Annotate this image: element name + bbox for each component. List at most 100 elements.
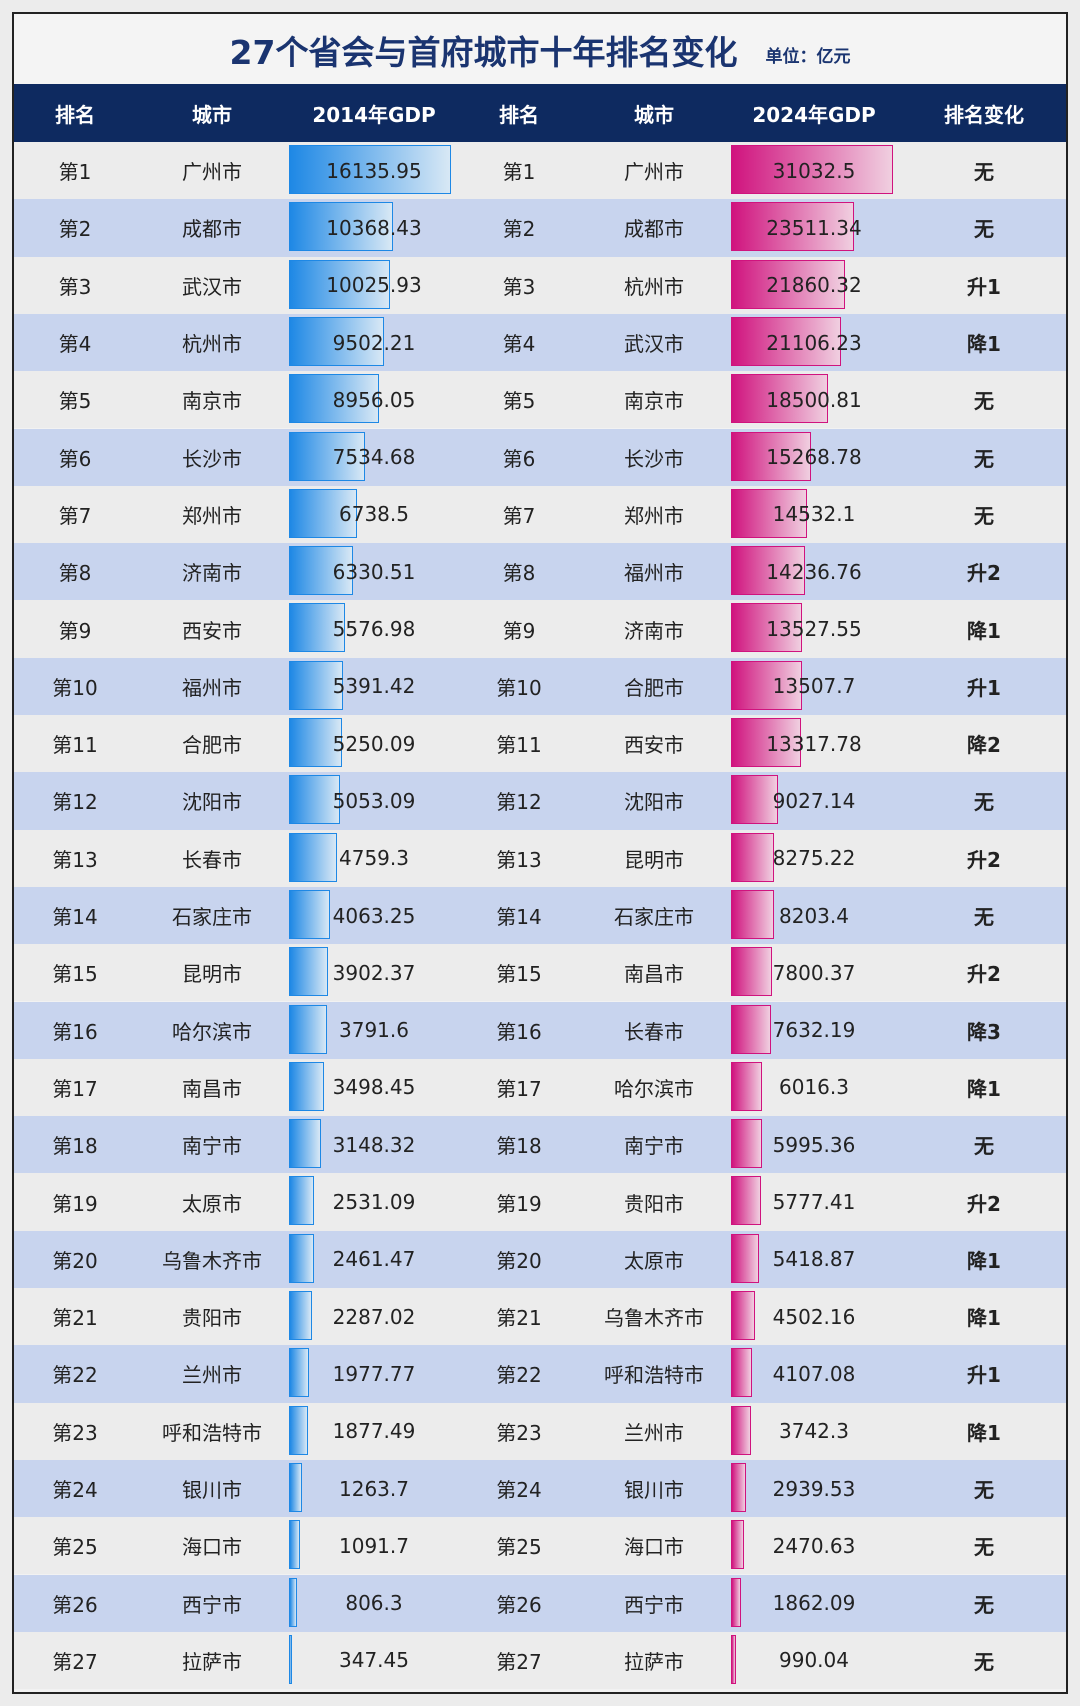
gdp-2024-value: 21860.32 — [766, 273, 862, 298]
gdp-2024-bar — [731, 316, 842, 366]
gdp-2024-value-cell: 3742.3 — [704, 1403, 924, 1460]
rank-2014: 第11 — [52, 733, 98, 758]
city-2014: 太原市 — [182, 1191, 242, 1216]
gdp-2024-value-cell: 13527.55 — [704, 600, 924, 657]
gdp-2014-value: 2287.02 — [332, 1304, 416, 1329]
rank-change: 无 — [974, 1478, 994, 1503]
city-2014-cell: 拉萨市 — [136, 1632, 288, 1689]
rank-2024-cell: 第5 — [454, 371, 584, 428]
rank-2024-cell: 第8 — [454, 543, 584, 600]
gdp-2014-value-cell: 16135.95 — [264, 142, 484, 199]
city-2024: 昆明市 — [624, 847, 684, 872]
rank-2024: 第7 — [502, 503, 536, 528]
rank-2014-cell: 第19 — [14, 1173, 136, 1230]
rank-2014-cell: 第23 — [14, 1403, 136, 1460]
gdp-2024-value-cell: 15268.78 — [704, 429, 924, 486]
gdp-2024-bar — [731, 1405, 751, 1455]
rank-change: 升1 — [967, 675, 1001, 700]
gdp-2024-value-cell: 990.04 — [704, 1632, 924, 1689]
city-2014: 长沙市 — [182, 446, 242, 471]
gdp-2014-value-cell: 7534.68 — [264, 429, 484, 486]
city-2014: 合肥市 — [182, 733, 242, 758]
gdp-2024-value: 3742.3 — [779, 1419, 849, 1444]
rank-2014: 第17 — [52, 1076, 98, 1101]
city-2014-cell: 长沙市 — [136, 429, 288, 486]
rank-change-cell: 升2 — [919, 944, 1049, 1001]
rank-change: 升2 — [967, 962, 1001, 987]
gdp-2014-value-cell: 10025.93 — [264, 257, 484, 314]
rank-2014: 第12 — [52, 790, 98, 815]
gdp-2014-value: 1977.77 — [332, 1361, 416, 1386]
table-row: 第18 南宁市 3148.32 第18 南宁市 5995.36 无 — [14, 1116, 1066, 1174]
rank-change: 降3 — [967, 1019, 1001, 1044]
city-2024: 杭州市 — [624, 274, 684, 299]
gdp-2024-bar — [731, 718, 801, 767]
city-2024-cell: 杭州市 — [580, 257, 728, 314]
city-2024: 长沙市 — [624, 446, 684, 471]
rank-2014: 第4 — [58, 332, 92, 357]
gdp-2024-bar — [731, 488, 807, 538]
rank-change: 降1 — [967, 1420, 1001, 1445]
rank-2024-cell: 第27 — [454, 1632, 584, 1689]
rank-2024-cell: 第19 — [454, 1173, 584, 1230]
rank-2024-cell: 第15 — [454, 944, 584, 1001]
city-2014: 西宁市 — [182, 1592, 242, 1617]
rank-change-cell: 无 — [919, 1517, 1049, 1574]
city-2014-cell: 济南市 — [136, 543, 288, 600]
table-row: 第19 太原市 2531.09 第19 贵阳市 5777.41 升2 — [14, 1173, 1066, 1231]
gdp-2014-value-cell: 5250.09 — [264, 715, 484, 772]
city-2024: 海口市 — [624, 1535, 684, 1560]
header-rank-2024: 排名 — [499, 102, 539, 127]
rank-change: 升2 — [967, 561, 1001, 586]
gdp-2014-bar — [289, 660, 344, 710]
city-2014-cell: 广州市 — [136, 142, 288, 199]
rank-2014-cell: 第14 — [14, 887, 136, 944]
gdp-2024-value: 13507.7 — [772, 674, 856, 699]
gdp-2014-value: 3791.6 — [339, 1018, 409, 1043]
rank-change: 降1 — [967, 1248, 1001, 1273]
rank-2014-cell: 第20 — [14, 1231, 136, 1288]
rank-change-cell: 无 — [919, 1116, 1049, 1173]
rank-change: 无 — [974, 1134, 994, 1159]
gdp-2024-value: 14236.76 — [766, 559, 862, 584]
gdp-2014-value: 3902.37 — [332, 960, 416, 985]
rank-2024: 第22 — [496, 1363, 542, 1388]
rank-change: 无 — [974, 1535, 994, 1560]
rank-2024: 第6 — [502, 446, 536, 471]
gdp-2024-bar — [731, 1462, 747, 1512]
gdp-2024-value: 5418.87 — [772, 1247, 856, 1272]
gdp-2024-value-cell: 2939.53 — [704, 1460, 924, 1517]
city-2014-cell: 太原市 — [136, 1173, 288, 1230]
city-2014: 南昌市 — [182, 1076, 242, 1101]
rank-2014-cell: 第27 — [14, 1632, 136, 1689]
city-2024: 银川市 — [624, 1478, 684, 1503]
rank-2014: 第23 — [52, 1420, 98, 1445]
header-gdp-2014: 2014年GDP — [312, 102, 436, 127]
gdp-2014-bar — [289, 1348, 309, 1398]
city-2024: 拉萨市 — [624, 1649, 684, 1674]
rank-2024: 第21 — [496, 1306, 542, 1331]
city-2014: 杭州市 — [182, 332, 242, 357]
rank-2014-cell: 第26 — [14, 1575, 136, 1632]
gdp-2024-bar — [731, 374, 828, 424]
gdp-2024-value: 8275.22 — [772, 846, 856, 871]
table-row: 第22 兰州市 1977.77 第22 呼和浩特市 4107.08 升1 — [14, 1345, 1066, 1403]
gdp-2024-bar — [731, 259, 846, 309]
table-row: 第10 福州市 5391.42 第10 合肥市 13507.7 升1 — [14, 657, 1066, 715]
rank-2024: 第18 — [496, 1134, 542, 1159]
rank-change-cell: 降1 — [919, 1288, 1049, 1345]
gdp-2024-value-cell: 18500.81 — [704, 371, 924, 428]
title-text: 27个省会与首府城市十年排名变化 — [229, 33, 738, 72]
rank-2014: 第2 — [58, 217, 92, 242]
city-2024: 南昌市 — [624, 962, 684, 987]
rank-2014-cell: 第2 — [14, 199, 136, 256]
table-row: 第27 拉萨市 347.45 第27 拉萨市 990.04 无 — [14, 1631, 1066, 1690]
rank-2014: 第5 — [58, 389, 92, 414]
rank-change-cell: 升2 — [919, 543, 1049, 600]
gdp-2024-value-cell: 4107.08 — [704, 1345, 924, 1402]
rank-2024: 第16 — [496, 1019, 542, 1044]
city-2014: 银川市 — [182, 1478, 242, 1503]
gdp-2014-value-cell: 1977.77 — [264, 1345, 484, 1402]
gdp-2014-value-cell: 2461.47 — [264, 1231, 484, 1288]
gdp-2024-value: 5777.41 — [772, 1190, 856, 1215]
